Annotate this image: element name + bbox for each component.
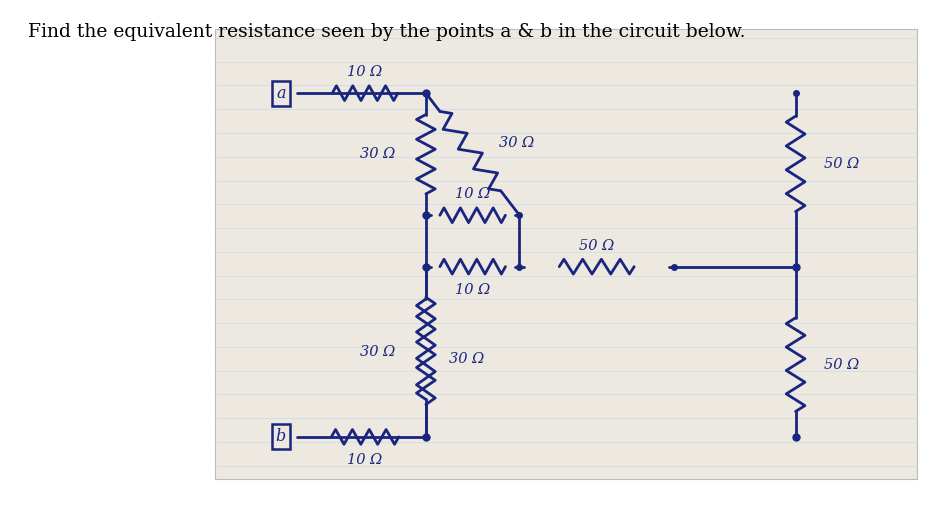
Text: 50 Ω: 50 Ω <box>824 157 859 171</box>
Text: a: a <box>276 85 285 102</box>
Text: 30 Ω: 30 Ω <box>499 136 534 150</box>
Text: Find the equivalent resistance seen by the points a & b in the circuit below.: Find the equivalent resistance seen by t… <box>28 23 746 41</box>
Text: 30 Ω: 30 Ω <box>359 345 395 359</box>
Text: 10 Ω: 10 Ω <box>455 187 490 201</box>
Bar <box>215 29 917 479</box>
Text: 30 Ω: 30 Ω <box>359 147 395 161</box>
Text: b: b <box>276 428 285 446</box>
Text: 10 Ω: 10 Ω <box>347 453 383 467</box>
Text: 10 Ω: 10 Ω <box>455 283 490 297</box>
Text: 30 Ω: 30 Ω <box>449 353 485 366</box>
Text: 50 Ω: 50 Ω <box>824 358 859 372</box>
Text: 50 Ω: 50 Ω <box>579 238 614 252</box>
Text: 10 Ω: 10 Ω <box>347 65 383 79</box>
